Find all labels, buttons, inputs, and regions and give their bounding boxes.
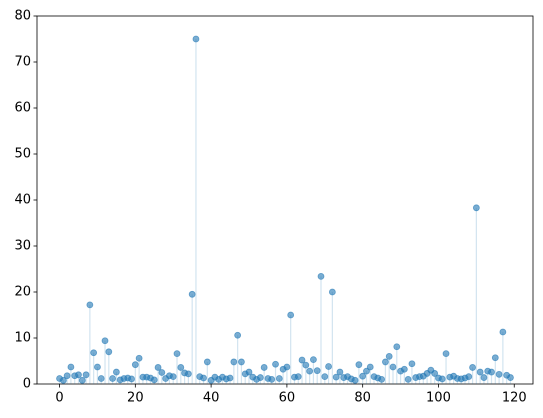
marker [408, 360, 416, 368]
marker [442, 350, 450, 358]
marker [128, 375, 135, 383]
marker [109, 375, 116, 382]
marker [256, 374, 264, 381]
marker [499, 328, 507, 336]
marker [169, 373, 177, 381]
marker [150, 376, 158, 384]
marker [332, 373, 340, 381]
marker [325, 363, 332, 370]
marker [135, 354, 143, 362]
marker [67, 363, 75, 371]
marker [472, 204, 480, 212]
marker [105, 348, 113, 356]
y-tick-label: 50 [14, 147, 31, 162]
y-tick-label: 40 [14, 193, 31, 208]
marker [192, 35, 200, 43]
marker [82, 371, 90, 379]
marker [86, 301, 94, 309]
y-tick-label: 80 [14, 9, 31, 24]
marker [495, 370, 503, 378]
marker [507, 374, 514, 381]
marker [306, 367, 314, 375]
marker [400, 365, 408, 373]
marker [184, 370, 192, 378]
x-tick-label: 120 [502, 391, 527, 406]
marker [200, 374, 207, 382]
marker [313, 367, 321, 375]
x-tick-label: 60 [279, 391, 296, 406]
marker [302, 361, 310, 369]
marker [363, 367, 370, 375]
marker [131, 361, 139, 369]
marker [78, 376, 86, 384]
marker [230, 358, 238, 366]
marker [101, 337, 109, 345]
marker [317, 272, 325, 280]
y-tick-label: 70 [14, 55, 31, 70]
marker [63, 372, 71, 380]
marker [234, 331, 242, 339]
marker [438, 375, 446, 383]
marker [188, 290, 196, 298]
marker [245, 368, 253, 376]
marker [260, 364, 268, 371]
marker [351, 376, 359, 384]
marker [283, 363, 291, 371]
y-tick-label: 60 [14, 101, 31, 116]
marker [90, 349, 98, 357]
marker [268, 375, 276, 383]
marker [476, 368, 484, 376]
marker [382, 358, 389, 366]
x-tick-label: 0 [55, 391, 63, 406]
marker [469, 364, 476, 371]
marker [378, 375, 386, 383]
marker [431, 370, 439, 377]
y-tick-label: 30 [14, 239, 31, 254]
marker [75, 371, 82, 379]
marker [94, 363, 101, 371]
marker [275, 375, 283, 382]
marker [203, 358, 211, 366]
marker [158, 369, 166, 376]
marker [177, 364, 185, 371]
x-tick-label: 20 [127, 391, 144, 406]
marker [97, 375, 105, 382]
marker [336, 368, 344, 376]
marker [480, 374, 488, 381]
marker [491, 354, 499, 362]
y-tick-label: 0 [23, 377, 31, 392]
x-tick-label: 40 [203, 391, 220, 406]
x-tick-label: 100 [426, 391, 451, 406]
y-tick-label: 10 [14, 331, 31, 346]
marker [359, 372, 367, 380]
marker [173, 350, 181, 358]
axes-frame [36, 15, 534, 385]
marker [287, 311, 295, 319]
marker [112, 368, 120, 376]
marker [226, 374, 234, 382]
marker [310, 356, 317, 364]
marker [385, 352, 393, 360]
marker [389, 363, 397, 371]
marker [59, 376, 67, 384]
marker [298, 356, 306, 364]
marker [404, 375, 412, 383]
marker [321, 373, 329, 381]
marker [366, 363, 374, 371]
marker [465, 373, 473, 381]
marker [488, 368, 495, 376]
marker [238, 358, 245, 366]
marker [154, 364, 162, 371]
marker [294, 373, 302, 381]
marker [328, 288, 336, 296]
marker [393, 343, 401, 351]
marker [355, 361, 363, 369]
x-tick-label: 80 [354, 391, 371, 406]
y-tick-label: 20 [14, 285, 31, 300]
marker [272, 360, 279, 368]
